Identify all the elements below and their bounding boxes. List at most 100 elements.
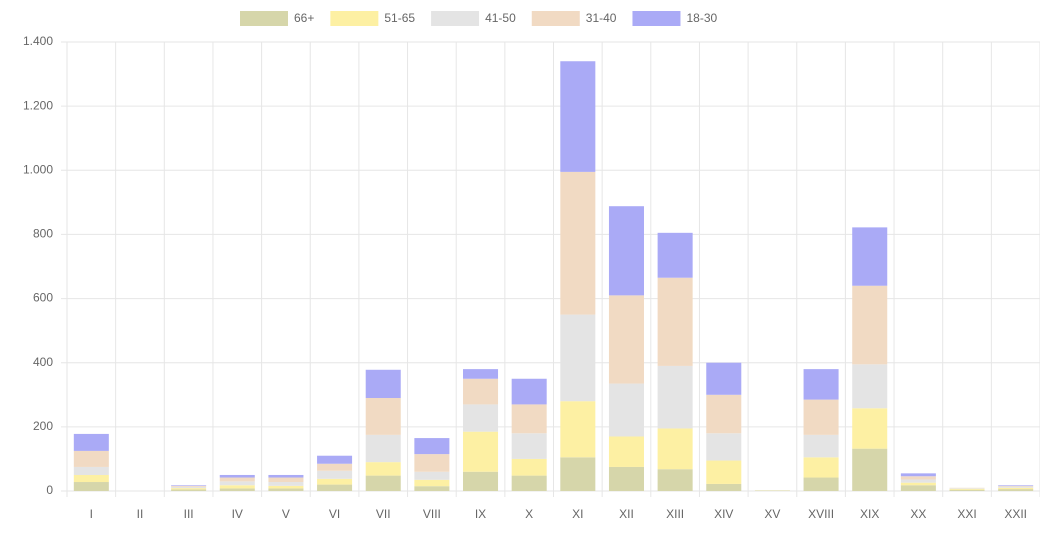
bar-segment — [171, 486, 206, 487]
bar-segment — [609, 436, 644, 466]
bar-segment — [998, 485, 1033, 486]
bar-segment — [366, 398, 401, 435]
x-tick-label: V — [282, 507, 290, 521]
bar-segment — [901, 473, 936, 476]
x-tick-label: X — [525, 507, 533, 521]
x-tick-label: XIV — [714, 507, 733, 521]
bar-segment — [317, 471, 352, 479]
legend-swatch — [240, 11, 288, 26]
bar-segment — [268, 478, 303, 482]
bar-segment — [463, 369, 498, 379]
bar-segment — [74, 434, 109, 451]
bar-segment — [901, 479, 936, 482]
x-tick-label: I — [90, 507, 93, 521]
bar-segment — [268, 482, 303, 486]
bar-segment — [804, 369, 839, 399]
bar-segment — [220, 478, 255, 482]
bar-segment — [366, 435, 401, 462]
y-tick-label: 1.400 — [23, 34, 53, 48]
bar-segment — [706, 461, 741, 484]
bar-segment — [852, 449, 887, 491]
legend-label: 66+ — [294, 11, 314, 25]
y-tick-label: 1.200 — [23, 98, 53, 112]
x-tick-label: III — [184, 507, 194, 521]
bar-segment — [74, 467, 109, 475]
bar-segment — [658, 278, 693, 366]
bar-segment — [317, 456, 352, 464]
bar-segment — [852, 408, 887, 448]
bar-segment — [998, 489, 1033, 491]
bar-segment — [998, 486, 1033, 487]
bar-segment — [317, 479, 352, 485]
x-tick-label: XX — [910, 507, 926, 521]
bar-segment — [512, 404, 547, 433]
legend-label: 31-40 — [586, 11, 617, 25]
bar-segment — [366, 462, 401, 475]
y-tick-label: 200 — [33, 419, 53, 433]
legend-label: 51-65 — [384, 11, 415, 25]
x-tick-label: XI — [572, 507, 583, 521]
y-tick-label: 800 — [33, 227, 53, 241]
legend-swatch — [431, 11, 479, 26]
x-tick-label: XIII — [666, 507, 684, 521]
y-tick-label: 400 — [33, 355, 53, 369]
bar-segment — [658, 469, 693, 491]
legend-swatch — [532, 11, 580, 26]
bar-segment — [706, 433, 741, 460]
bar-segment — [463, 404, 498, 431]
x-tick-label: XIX — [860, 507, 879, 521]
bar-segment — [950, 488, 985, 489]
bar-segment — [852, 227, 887, 285]
bar-segment — [414, 438, 449, 454]
bar-segment — [512, 433, 547, 459]
bar-segment — [609, 384, 644, 437]
bar-segment — [268, 475, 303, 478]
bar-segment — [706, 484, 741, 491]
bar-segment — [609, 206, 644, 295]
bar-segment — [414, 472, 449, 480]
bar-segment — [366, 476, 401, 491]
bar-segment — [658, 428, 693, 469]
bar-segment — [658, 233, 693, 278]
bar-segment — [852, 364, 887, 408]
x-tick-label: IV — [232, 507, 243, 521]
x-tick-label: XXII — [1004, 507, 1027, 521]
bar-segment — [463, 379, 498, 405]
x-tick-label: XXI — [957, 507, 976, 521]
bar-segment — [268, 486, 303, 489]
bar-segment — [706, 363, 741, 395]
bar-segment — [74, 482, 109, 491]
bar-segment — [463, 432, 498, 472]
bar-segment — [414, 454, 449, 472]
y-tick-label: 600 — [33, 291, 53, 305]
bar-segment — [560, 315, 595, 402]
bar-segment — [609, 295, 644, 383]
bar-segment — [609, 467, 644, 491]
bar-segment — [901, 483, 936, 486]
bar-segment — [366, 370, 401, 398]
bar-segment — [950, 489, 985, 490]
legend-swatch — [330, 11, 378, 26]
bar-segment — [512, 476, 547, 491]
bar-segment — [74, 475, 109, 482]
legend-label: 41-50 — [485, 11, 516, 25]
bar-segment — [220, 481, 255, 485]
bar-segment — [171, 485, 206, 486]
bar-segment — [804, 478, 839, 491]
bar-segment — [414, 486, 449, 491]
bar-segment — [658, 366, 693, 429]
legend-label: 18-30 — [686, 11, 717, 25]
bar-segment — [901, 476, 936, 479]
bar-segment — [171, 489, 206, 491]
bar-segment — [804, 435, 839, 457]
y-tick-label: 1.000 — [23, 162, 53, 176]
x-tick-label: XV — [764, 507, 780, 521]
bar-segment — [463, 472, 498, 491]
bar-segment — [414, 480, 449, 486]
bar-segment — [560, 457, 595, 491]
bar-segment — [804, 400, 839, 435]
bar-segment — [901, 485, 936, 491]
x-tick-label: VII — [376, 507, 391, 521]
x-tick-label: XII — [619, 507, 634, 521]
x-tick-label: VI — [329, 507, 340, 521]
